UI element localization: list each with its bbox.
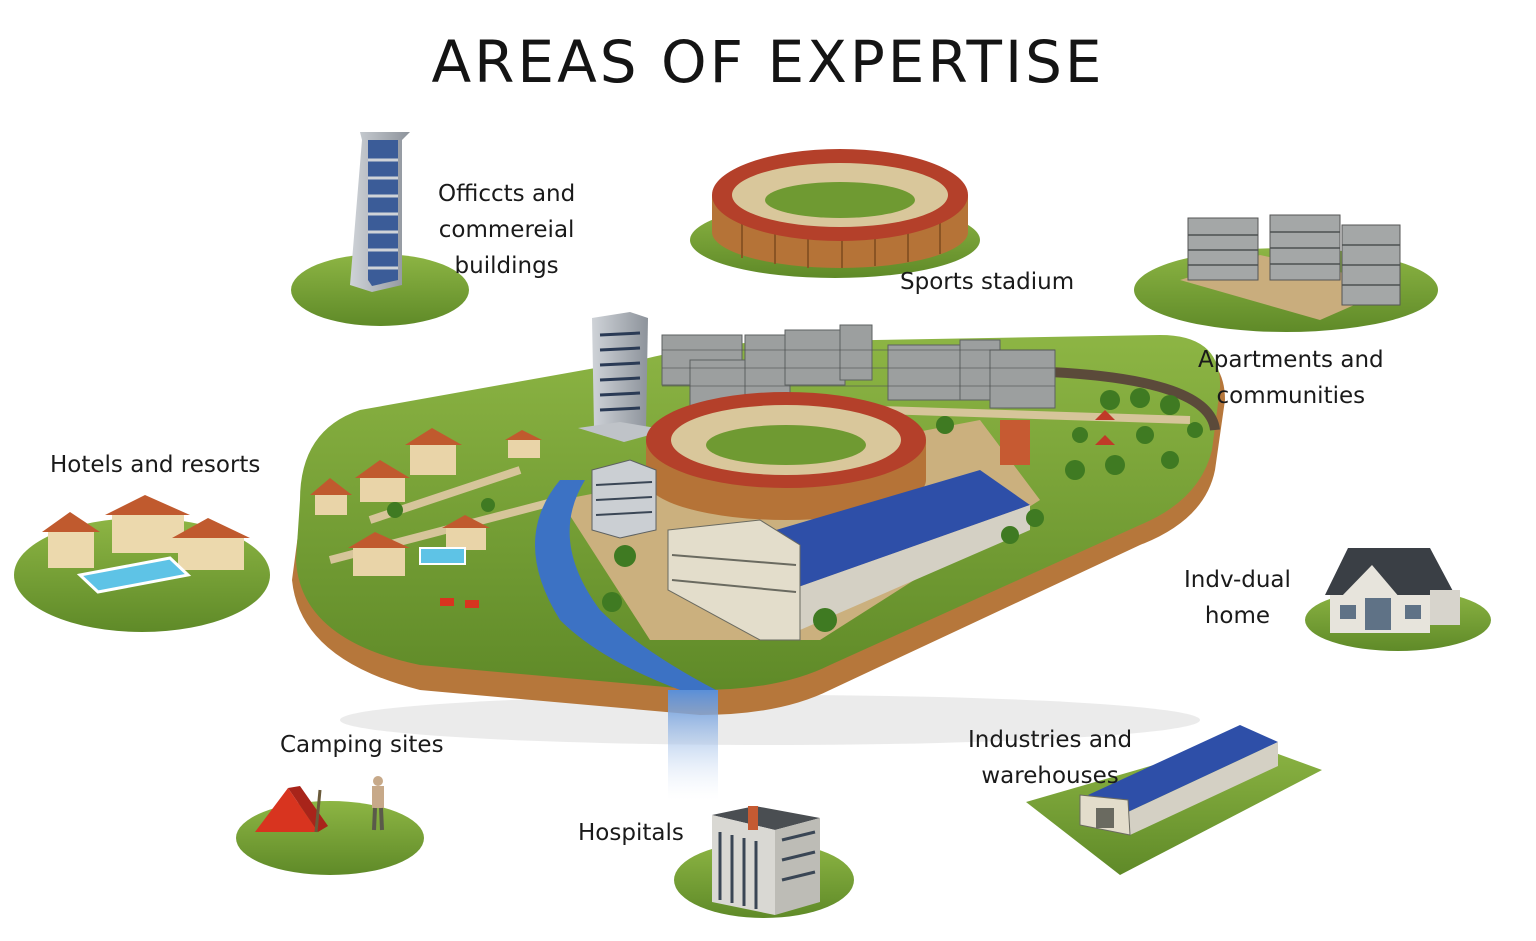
label-hotels: Hotels and resorts <box>50 452 261 478</box>
house-icon <box>1305 548 1491 651</box>
label-apartments: Apartments and communities <box>1198 347 1384 409</box>
label-industries: Industries and warehouses <box>968 727 1133 789</box>
tent-icon <box>236 776 424 875</box>
label-hospitals: Hospitals <box>578 820 684 846</box>
office-tower-icon <box>291 132 469 326</box>
apartment-blocks-icon <box>1134 214 1438 332</box>
stadium-icon <box>690 149 980 278</box>
city-island-illustration <box>292 312 1225 800</box>
label-home: Indv-dual home <box>1184 567 1291 629</box>
resort-villas-icon <box>14 495 270 632</box>
hospital-building-icon <box>674 806 854 918</box>
label-offices: Officcts and commereial buildings <box>438 181 576 279</box>
label-camping: Camping sites <box>280 732 444 758</box>
page-title: AREAS OF EXPERTISE <box>431 28 1105 96</box>
label-stadium: Sports stadium <box>900 269 1075 295</box>
warehouse-icon <box>1026 725 1322 875</box>
